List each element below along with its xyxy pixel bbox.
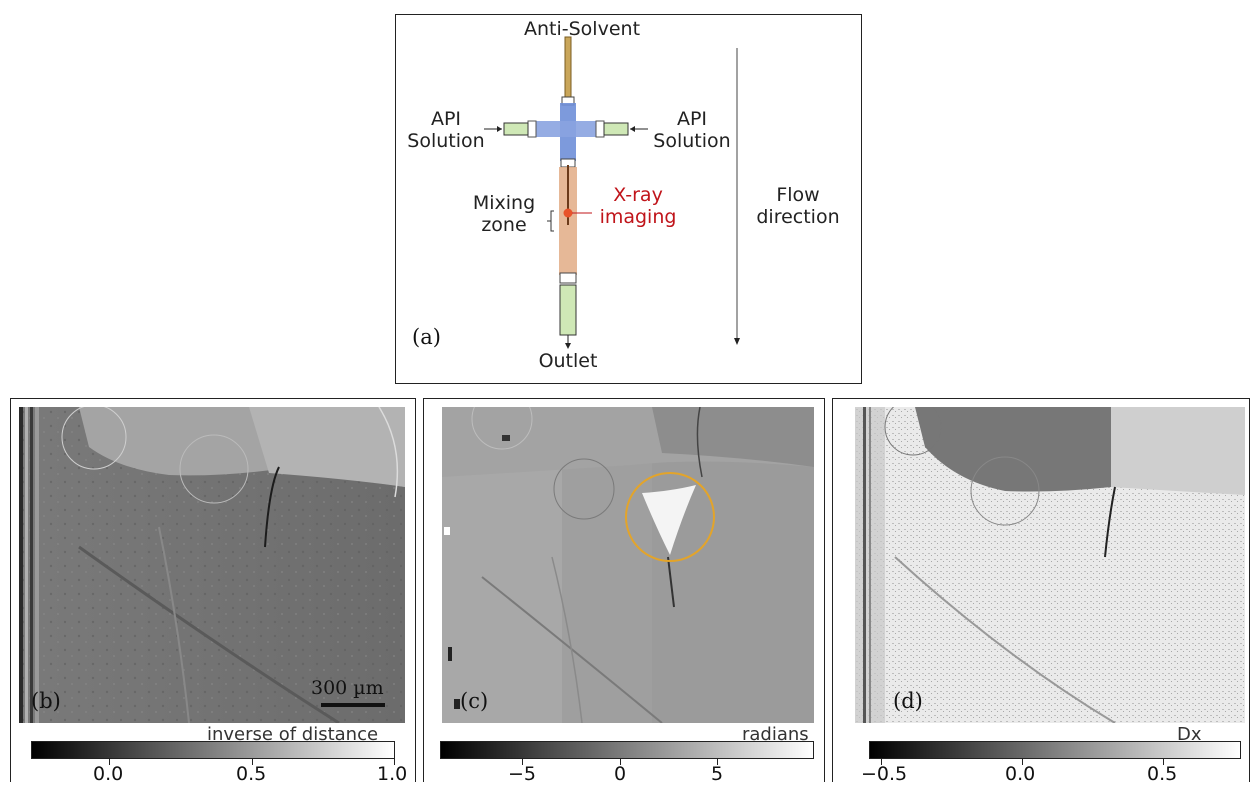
api-solution-right-label: API Solution	[653, 108, 731, 152]
mixing-zone-label: Mixing zone	[472, 192, 536, 236]
schematic-panel: Anti-Solvent API Solution API Solution M…	[395, 14, 862, 384]
bright-region	[642, 485, 696, 555]
panel-c-label: (c)	[460, 689, 489, 713]
colorbar-c-title: radians	[742, 724, 809, 745]
scale-bar-label: 300 µm	[311, 677, 384, 699]
dark-field-image-svg	[855, 407, 1245, 723]
anti-solvent-label: Anti-Solvent	[524, 18, 641, 40]
panel-c: (c) radians −5 0 5	[423, 398, 825, 785]
colorbar-d-title: Dx	[1177, 724, 1202, 745]
left-api-tube	[503, 122, 529, 136]
colorbar-c-tick: 5	[711, 763, 724, 785]
right-arm-fitting	[595, 120, 605, 138]
colorbar-c	[440, 741, 814, 759]
colorbar-d-tick: 0.5	[1147, 763, 1178, 785]
colorbar-b	[31, 741, 395, 759]
flow-direction-label: Flow direction	[756, 184, 840, 228]
absorption-image-svg	[19, 407, 405, 723]
panel-a-label: (a)	[412, 325, 441, 349]
cross-body-horizontal	[534, 121, 602, 137]
absorption-image	[19, 407, 405, 723]
bottom-connector	[559, 272, 577, 284]
right-api-tube	[603, 122, 629, 136]
panel-d: (d) Dx −0.5 0.0 0.5	[832, 398, 1250, 785]
mixer-diagram	[484, 36, 740, 349]
colorbar-c-tick: 0	[614, 763, 627, 785]
api-solution-left-label: API Solution	[407, 108, 485, 152]
colorbar-b-tick: 1.0	[377, 763, 408, 785]
xray-spot	[563, 208, 573, 218]
colorbar-d-tick: −0.5	[861, 763, 908, 785]
outlet-label: Outlet	[538, 350, 598, 372]
outlet-tube	[559, 284, 577, 336]
colorbar-b-tick: 0.0	[93, 763, 124, 785]
panel-b-label: (b)	[31, 689, 61, 713]
colorbar-d	[869, 741, 1241, 759]
colorbar-b-title: inverse of distance	[207, 724, 379, 745]
phase-image-svg	[442, 407, 814, 723]
panel-b: (b) 300 µm inverse of distance 0.0 0.5 1…	[10, 398, 416, 785]
colorbar-d-tick: 0.0	[1005, 763, 1036, 785]
colorbar-c-tick: −5	[508, 763, 537, 785]
highlight-circle	[625, 472, 715, 562]
dark-field-image	[855, 407, 1245, 723]
colorbar-b-tick: 0.5	[236, 763, 267, 785]
panel-d-label: (d)	[893, 689, 923, 713]
anti-solvent-inlet-tube	[564, 36, 572, 104]
scale-bar	[321, 703, 385, 707]
left-arm-fitting	[527, 120, 537, 138]
xray-imaging-label: X-ray imaging	[599, 184, 677, 228]
phase-image	[442, 407, 814, 723]
